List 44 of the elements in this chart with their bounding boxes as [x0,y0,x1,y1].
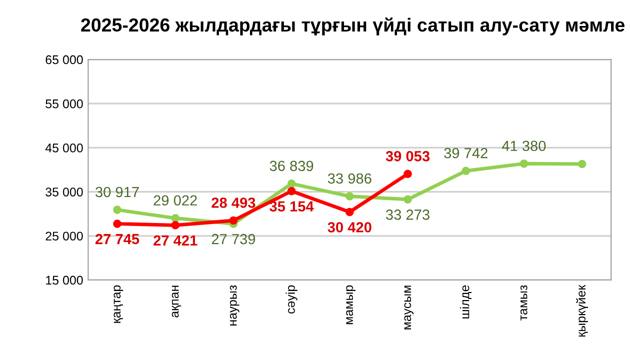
data-label: 33 986 [328,173,372,184]
data-label: 41 380 [502,140,546,152]
y-tick-label: 65 000 [46,55,83,64]
data-label: 29 022 [154,195,197,206]
point [520,159,528,168]
data-label: 28 493 [212,198,256,208]
x-tick-label: маусым [404,286,414,330]
point [171,214,180,222]
point [462,166,470,176]
point [345,208,354,216]
data-label: 35 154 [270,201,314,212]
data-label: 27 745 [95,234,140,244]
x-tick-label: шілде [460,285,472,318]
y-tick-label: 15 000 [46,276,83,285]
x-tick-label: наурыз [230,285,240,326]
point [287,180,296,188]
point [113,220,122,228]
y-tick-label: 45 000 [45,144,83,152]
data-label: 30 420 [328,222,372,232]
y-tick-label: 55 000 [46,99,83,108]
data-label: 33 273 [386,210,430,220]
point [345,192,354,200]
data-label: 39 742 [444,148,488,158]
y-tick-label: 25 000 [46,232,83,241]
x-tick-label: қыркүйек [576,284,588,337]
point [229,216,238,225]
data-label: 36 839 [270,160,314,172]
point [578,160,586,168]
chart-title: 2025-2026 жылдардағы тұрғын үйді сатып алу-сату мәмле [81,18,624,36]
x-tick-label: тамыз [520,285,528,320]
point [404,195,412,204]
data-label: 27 421 [154,235,198,246]
point [404,170,412,178]
point [287,186,296,196]
data-label: 30 917 [96,186,139,198]
data-label: 27 739 [212,234,256,244]
x-tick-label: қаңтар [114,285,124,323]
point [171,221,180,230]
data-label: 39 053 [386,150,430,162]
x-tick-label: сәуір [286,285,298,314]
x-tick-label: мамыр [346,285,356,324]
point [113,206,122,214]
x-tick-label: ақпан [172,286,182,318]
y-tick-label: 35 000 [46,188,83,196]
